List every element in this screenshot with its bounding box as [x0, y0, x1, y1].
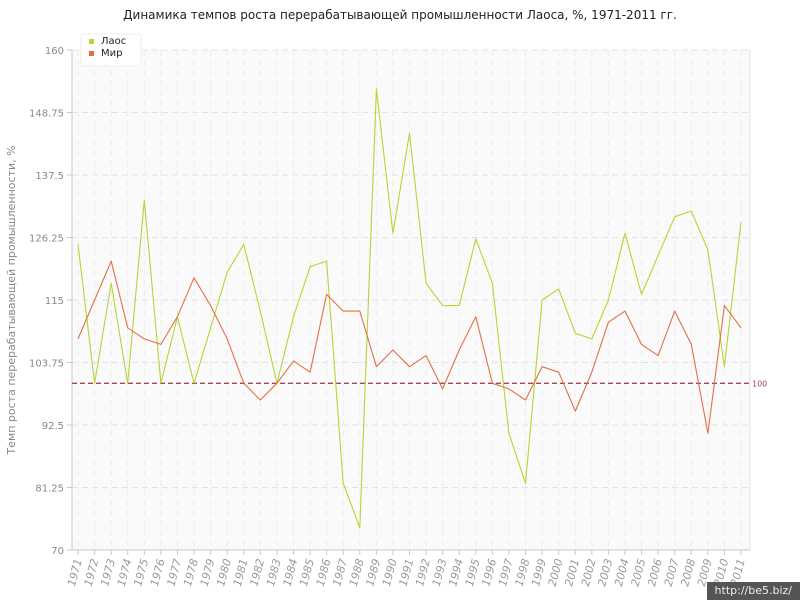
reference-line-label: 100: [752, 379, 767, 388]
y-tick-label: 137.5: [35, 171, 64, 182]
y-tick-label: 103.75: [29, 359, 64, 370]
y-tick-label: 115: [45, 296, 64, 307]
legend-swatch: [89, 51, 94, 56]
y-tick-label: 92.5: [42, 421, 64, 432]
y-tick-label: 81.25: [35, 484, 64, 495]
legend-box: [80, 33, 142, 67]
legend-label: Мир: [101, 48, 122, 59]
series-line-world: [77, 260, 742, 434]
y-tick-label: 160: [45, 46, 64, 57]
watermark-link[interactable]: http://be5.biz/: [706, 582, 800, 600]
y-axis-label: Темп роста перерабатывающей промышленнос…: [5, 145, 18, 455]
y-tick-label: 126.25: [29, 234, 64, 245]
series-layer: [77, 88, 742, 529]
chart-title: Динамика темпов роста перерабатывающей п…: [123, 8, 677, 22]
y-tick-label: 70: [51, 546, 64, 557]
legend-label: Лаос: [101, 36, 126, 47]
legend-swatch: [89, 39, 94, 44]
series-line-laos: [77, 88, 742, 529]
reference-line-layer: 100: [72, 379, 767, 388]
y-tick-label: 148.75: [29, 109, 64, 120]
